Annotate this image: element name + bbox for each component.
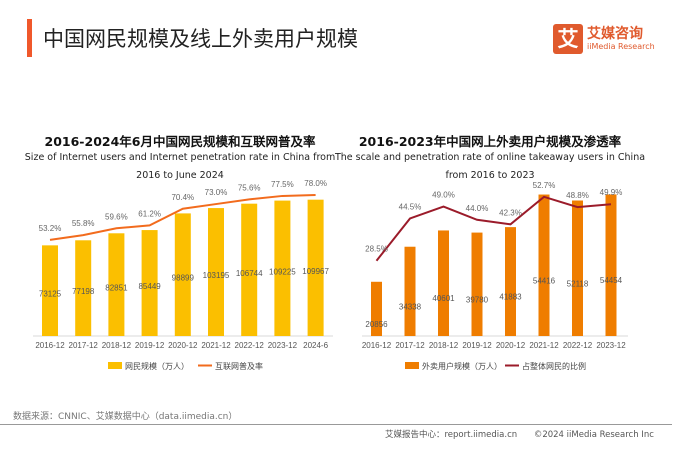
copyright: ©2024 iiMedia Research Inc xyxy=(533,430,654,440)
chart2-line-label: 44.0% xyxy=(466,204,489,213)
chart1-line-label: 59.6% xyxy=(105,212,128,221)
chart2-bar xyxy=(404,246,416,336)
chart1-bar xyxy=(241,203,258,336)
chart2-x-tick-label: 2017-12 xyxy=(395,341,425,350)
chart1-bar-label: 73125 xyxy=(39,290,62,299)
chart1-bar-label: 109967 xyxy=(302,267,329,276)
chart1-x-tick-label: 2021-12 xyxy=(201,341,231,350)
logo-cn: 艾媒咨询 xyxy=(587,26,643,42)
chart1-line-label: 53.2% xyxy=(39,224,62,233)
chart2-legend-line-label: 占整体网民的比例 xyxy=(522,361,586,371)
logo-en: iiMedia Research xyxy=(587,42,655,51)
chart2-x-tick-label: 2022-12 xyxy=(563,341,593,350)
footer-divider xyxy=(0,424,672,425)
chart2-legend-bar-label: 外卖用户规模（万人） xyxy=(422,361,502,371)
chart1-bar xyxy=(75,240,92,336)
chart2-bar-label: 40601 xyxy=(432,294,455,303)
title-accent-bar xyxy=(27,19,32,57)
chart1-bar xyxy=(274,200,291,336)
chart2-subtitle-1: The scale and penetration rate of online… xyxy=(334,152,646,163)
chart1-x-tick-label: 2024-6 xyxy=(303,341,328,350)
chart2-bar-label: 39780 xyxy=(466,295,489,304)
chart1-line-label: 77.5% xyxy=(271,180,294,189)
chart2-bar xyxy=(538,194,550,336)
chart2-bar xyxy=(471,232,483,336)
chart2-line xyxy=(375,195,612,262)
chart1-line-label: 78.0% xyxy=(304,179,327,188)
report-link[interactable]: 艾媒报告中心：report.iimedia.cn xyxy=(385,430,518,440)
chart1-bar xyxy=(307,199,324,336)
logo-mark: 艾 xyxy=(553,24,583,54)
chart2-line-label: 42.3% xyxy=(499,208,522,217)
chart2-line-label: 28.5% xyxy=(365,245,388,254)
chart2-bar-label: 52118 xyxy=(567,279,589,288)
chart2-bar xyxy=(572,200,583,336)
chart1-bar-label: 98899 xyxy=(172,274,195,283)
chart2-x-tick-label: 2021-12 xyxy=(529,341,559,350)
chart2-line-label: 49.0% xyxy=(432,191,455,200)
chart2-line-label: 49.9% xyxy=(600,188,623,197)
chart1-bar-label: 85449 xyxy=(138,282,161,291)
chart2-bar-label: 54454 xyxy=(600,276,623,285)
chart1-bar-label: 82851 xyxy=(105,284,128,293)
chart2-x-tick-label: 2020-12 xyxy=(496,341,526,350)
chart2-bar xyxy=(605,194,617,336)
chart2-subtitle-2: from 2016 to 2023 xyxy=(445,170,535,181)
chart2-bar-label: 20856 xyxy=(365,320,388,329)
chart2-x-tick-label: 2023-12 xyxy=(596,341,626,350)
chart2-bar xyxy=(438,230,449,336)
chart1-x-tick-label: 2017-12 xyxy=(69,341,99,350)
chart2-line-label: 48.8% xyxy=(566,191,589,200)
chart2-bar xyxy=(505,227,516,336)
chart1-legend-bar-swatch xyxy=(108,362,122,369)
chart2-x-tick-label: 2018-12 xyxy=(429,341,459,350)
chart2-x-tick-label: 2016-12 xyxy=(362,341,392,350)
chart1-line-label: 73.0% xyxy=(205,188,228,197)
chart1-bar xyxy=(141,230,158,336)
chart1-x-tick-label: 2020-12 xyxy=(168,341,198,350)
chart1-title: 2016-2024年6月中国网民规模和互联网普及率 xyxy=(44,134,316,149)
chart2-bar-label: 34338 xyxy=(399,302,422,311)
chart1-x-tick-label: 2022-12 xyxy=(235,341,265,350)
footer: 艾媒报告中心：report.iimedia.cn ©2024 iiMedia R… xyxy=(385,428,668,440)
page-title: 中国网民规模及线上外卖用户规模 xyxy=(43,27,358,51)
chart2-bar xyxy=(371,281,382,336)
chart2-x-tick-label: 2019-12 xyxy=(462,341,492,350)
chart1-legend-line-label: 互联网普及率 xyxy=(215,361,263,371)
chart2-line-label: 44.5% xyxy=(399,202,422,211)
data-source: 数据来源：CNNIC、艾媒数据中心（data.iimedia.cn） xyxy=(13,412,238,422)
chart1-line-label: 75.6% xyxy=(238,183,261,192)
iimedia-logo: 艾 艾媒咨询 iiMedia Research xyxy=(553,24,700,74)
chart1-bar xyxy=(108,233,125,336)
chart1-bar xyxy=(174,213,191,336)
chart1-line-label: 70.4% xyxy=(171,193,194,202)
chart1-bar-label: 103195 xyxy=(203,271,230,280)
chart1-line-label: 55.8% xyxy=(72,219,95,228)
chart2-bar-label: 54416 xyxy=(533,276,556,285)
chart1-bar xyxy=(42,245,58,336)
chart2-legend-bar-swatch xyxy=(405,362,419,369)
chart1-x-tick-label: 2019-12 xyxy=(135,341,165,350)
chart1-x-tick-label: 2023-12 xyxy=(268,341,298,350)
chart1-bar xyxy=(208,208,224,336)
chart1-bar-label: 109225 xyxy=(269,267,296,276)
chart1-x-tick-label: 2016-12 xyxy=(35,341,65,350)
chart2-title: 2016-2023年中国网上外卖用户规模及渗透率 xyxy=(358,134,622,149)
chart2-bar-label: 41883 xyxy=(499,293,522,302)
chart1-subtitle-2: 2016 to June 2024 xyxy=(136,170,224,181)
chart1-legend-bar-label: 网民规模（万人） xyxy=(125,361,189,371)
chart1-line xyxy=(49,194,316,241)
chart1-line-label: 61.2% xyxy=(138,209,161,218)
chart1-bar-label: 77198 xyxy=(72,287,95,296)
chart1-x-tick-label: 2018-12 xyxy=(102,341,132,350)
chart1-subtitle-1: Size of Internet users and Internet pene… xyxy=(24,152,336,163)
chart1-bar-label: 106744 xyxy=(236,269,263,278)
chart2-line-label: 52.7% xyxy=(533,181,556,190)
